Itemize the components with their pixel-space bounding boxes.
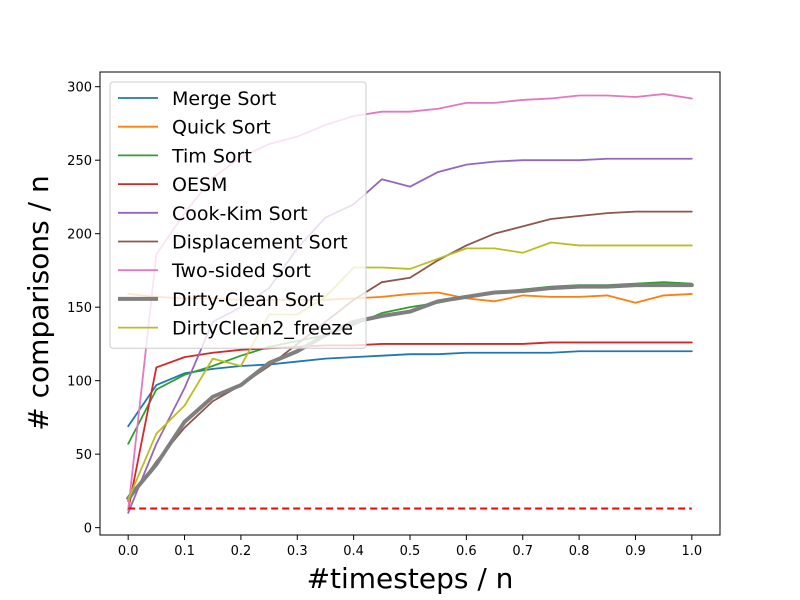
x-tick-label: 0.8 <box>569 544 590 559</box>
x-tick-label: 0.1 <box>174 544 195 559</box>
y-tick-label: 200 <box>67 228 92 243</box>
series-line-5 <box>127 210 693 503</box>
legend-label: Two-sided Sort <box>171 260 311 282</box>
legend-label: OESM <box>172 174 227 196</box>
y-tick-label: 300 <box>67 81 92 96</box>
x-tick-label: 0.4 <box>343 544 364 559</box>
series-line-7 <box>126 283 694 501</box>
legend-label: DirtyClean2_freeze <box>172 318 353 340</box>
x-tick-label: 0.7 <box>512 544 533 559</box>
legend-box <box>109 81 367 349</box>
y-tick-label: 0 <box>84 522 92 537</box>
series-line-3 <box>127 341 693 511</box>
y-axis-label: # comparisons / n <box>22 175 55 430</box>
legend-label: Quick Sort <box>172 117 271 139</box>
legend-label: Dirty-Clean Sort <box>172 289 324 311</box>
legend: Merge Sort Quick Sort Tim Sort OESM Cook-Kim… <box>109 81 367 349</box>
y-tick-label: 150 <box>67 301 92 316</box>
y-tick-label: 100 <box>67 375 92 390</box>
x-tick-label: 0.5 <box>400 544 421 559</box>
x-tick-label: 0.6 <box>456 544 477 559</box>
y-tick-label: 250 <box>67 154 92 169</box>
legend-label: Displacement Sort <box>172 232 348 254</box>
legend-label: Merge Sort <box>172 88 276 110</box>
x-tick-label: 0.0 <box>118 544 139 559</box>
x-axis-ticks: 0.0 0.1 0.2 0.3 0.4 0.5 0.6 0.7 0.8 0.9 1.0 <box>118 535 702 559</box>
legend-label: Tim Sort <box>171 145 252 167</box>
series-line-8 <box>127 241 693 501</box>
series-line-0 <box>127 350 693 428</box>
x-tick-label: 1.0 <box>681 544 702 559</box>
x-tick-label: 0.2 <box>231 544 252 559</box>
legend-label: Cook-Kim Sort <box>172 203 308 225</box>
x-tick-label: 0.9 <box>625 544 646 559</box>
y-axis-ticks: 0 50 100 150 200 250 300 <box>67 81 100 537</box>
x-tick-label: 0.3 <box>287 544 308 559</box>
x-axis-label: #timesteps / n <box>307 562 514 595</box>
y-tick-label: 50 <box>75 448 92 463</box>
